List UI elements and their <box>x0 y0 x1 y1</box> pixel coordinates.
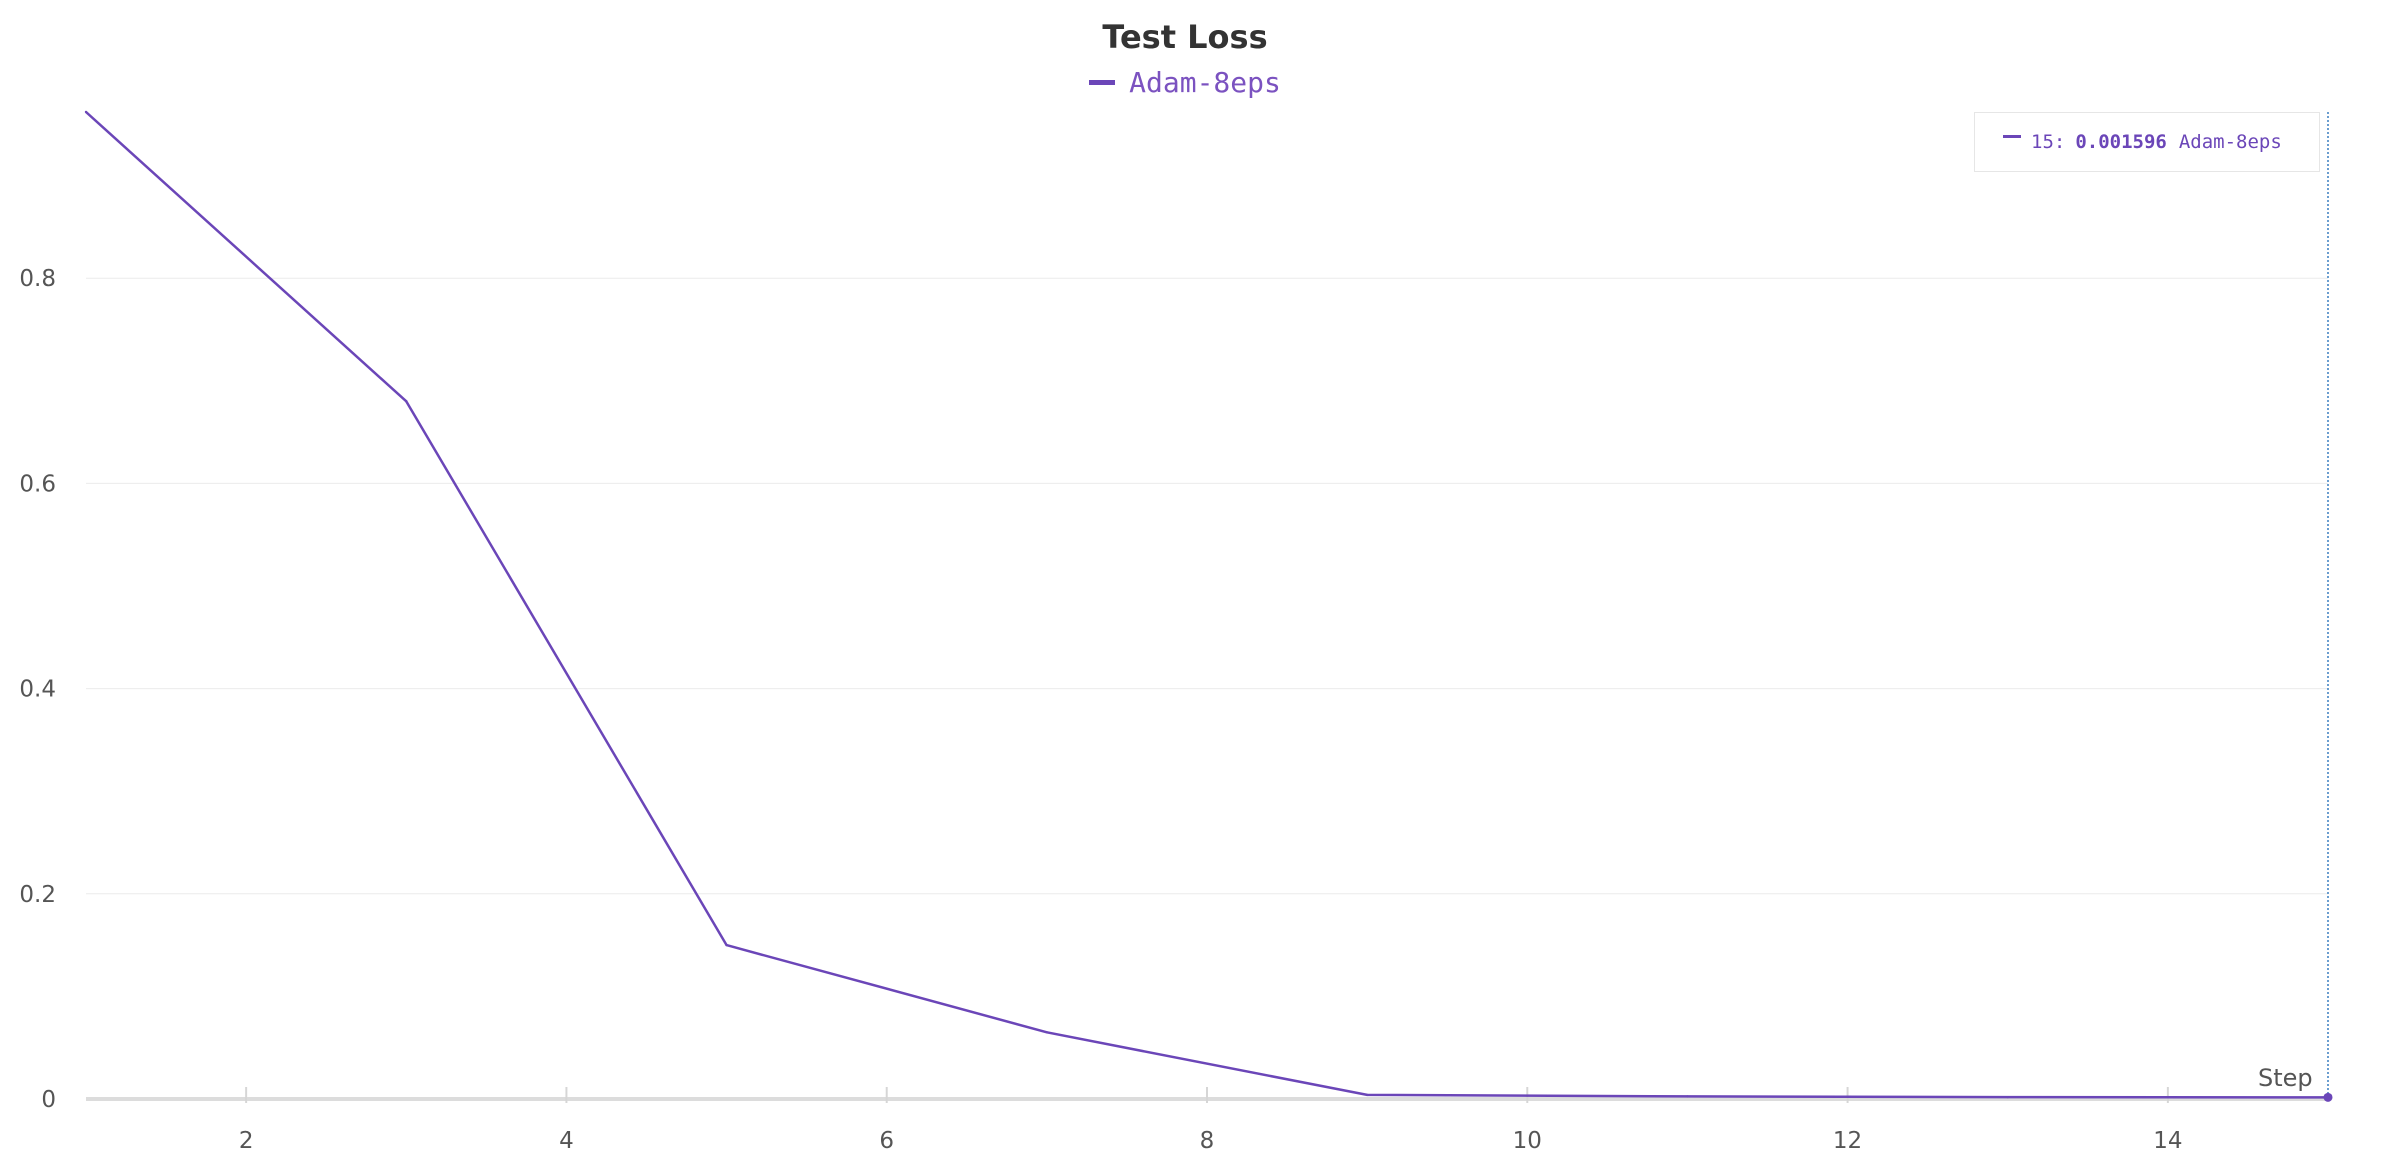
chart-title: Test Loss <box>1102 18 1268 56</box>
tooltip-value: 0.001596 <box>2075 131 2167 153</box>
y-tick-label: 0.6 <box>19 471 56 497</box>
legend-swatch <box>1089 80 1116 85</box>
y-tick-label: 0 <box>41 1087 56 1113</box>
y-tick-label: 0.8 <box>19 266 56 292</box>
data-point <box>2006 1095 2009 1099</box>
y-tick-label: 0.4 <box>19 677 56 703</box>
hover-tooltip: 15: 0.001596 Adam-8eps <box>1974 112 2320 172</box>
x-tick-label: 4 <box>559 1128 574 1154</box>
series-layer <box>84 110 2333 1102</box>
x-tick-label: 10 <box>1513 1128 1542 1154</box>
data-point <box>725 943 728 947</box>
data-point <box>405 400 408 403</box>
data-point <box>1365 1093 1369 1097</box>
x-tick-label: 6 <box>879 1128 894 1154</box>
hover-marker <box>2323 1092 2333 1102</box>
data-point <box>84 110 88 114</box>
chart-legend[interactable]: Adam-8eps <box>0 66 2370 99</box>
x-tick-label: 12 <box>1833 1128 1862 1154</box>
tooltip-step: 15: <box>2031 131 2066 153</box>
series-line-adam-8eps <box>85 111 2329 1099</box>
tick-labels: 0 0.2 0.4 0.6 0.8 2 4 6 8 10 12 14 <box>19 266 2182 1154</box>
data-point <box>1686 1095 1689 1098</box>
y-tick-label: 0.2 <box>19 882 56 908</box>
gridlines <box>86 277 2328 895</box>
x-axis <box>86 1087 2328 1103</box>
legend-label-adam-8eps[interactable]: Adam-8eps <box>1129 66 1281 99</box>
x-axis-label: Step <box>2258 1064 2313 1092</box>
x-tick-label: 8 <box>1200 1128 1215 1154</box>
data-point <box>1045 1031 1049 1034</box>
x-tick-label: 2 <box>239 1128 254 1154</box>
x-tick-label: 14 <box>2153 1128 2182 1154</box>
tooltip-swatch <box>2003 134 2021 138</box>
tooltip-series-name: Adam-8eps <box>2178 131 2282 153</box>
